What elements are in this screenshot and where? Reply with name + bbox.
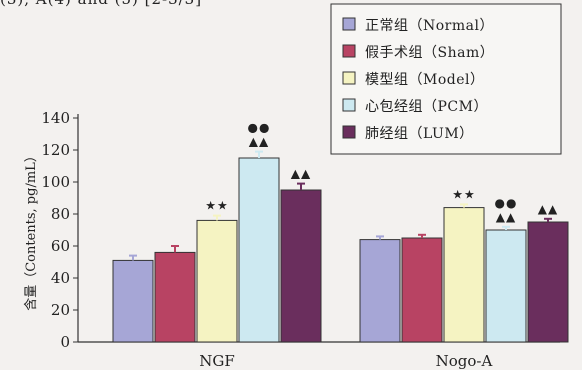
bar [527,221,569,343]
legend-swatch [342,44,356,58]
legend-box [330,3,562,155]
bar [359,239,401,343]
y-tick-label: 80 [51,205,70,223]
bar [112,259,154,343]
cropped-header-text: (3), A(4) and (5) [2-3/3] [0,0,340,8]
legend-label: 模型组（Model） [365,72,485,88]
y-tick-label: 0 [60,333,70,351]
legend-swatch [342,98,356,112]
y-tick-label: 120 [41,141,70,159]
legend-label: 假手术组（Sham） [365,45,494,61]
y-tick-label: 60 [51,237,70,255]
legend-label: 正常组（Normal） [365,18,494,34]
bar [154,251,196,343]
significance-mark: ▲▲ [538,202,558,216]
significance-mark: ▲▲ [496,210,516,224]
bars: ★★●●▲▲▲▲★★●●▲▲▲▲ [112,121,569,343]
bar [443,207,485,343]
significance-mark: ★★ [205,199,229,213]
header-fragment: (3), A(4) and (5) [2-3/3] [0,0,202,8]
axes: 0 20 40 60 80 100 120 140 含量（Contents, pg/mL） NGF… [23,109,560,370]
y-tick-label: 20 [51,301,70,319]
y-tick-label: 40 [51,269,70,287]
bar [238,157,280,343]
x-category-label: Nogo-A [436,352,493,370]
legend-swatch [342,17,356,31]
bar [280,189,322,343]
y-axis-label: 含量（Contents, pg/mL） [23,149,39,311]
legend-swatch [342,125,356,139]
significance-mark: ▲▲ [249,135,269,149]
significance-mark: ★★ [452,187,476,201]
bar [485,229,527,343]
legend-label: 心包经组（PCM） [365,99,488,115]
legend-swatch [342,71,356,85]
significance-mark: ●● [495,196,518,210]
bar [196,219,238,343]
y-tick-label: 140 [41,109,70,127]
x-category-label: NGF [199,352,235,370]
y-tick-label: 100 [41,173,70,191]
legend-label: 肺经组（LUM） [365,126,474,142]
bar [401,237,443,343]
significance-mark: ●● [248,121,271,135]
legend: 正常组（Normal） 假手术组（Sham） 模型组（Model） 心包经组（PCM）… [330,3,562,155]
significance-mark: ▲▲ [291,167,311,181]
